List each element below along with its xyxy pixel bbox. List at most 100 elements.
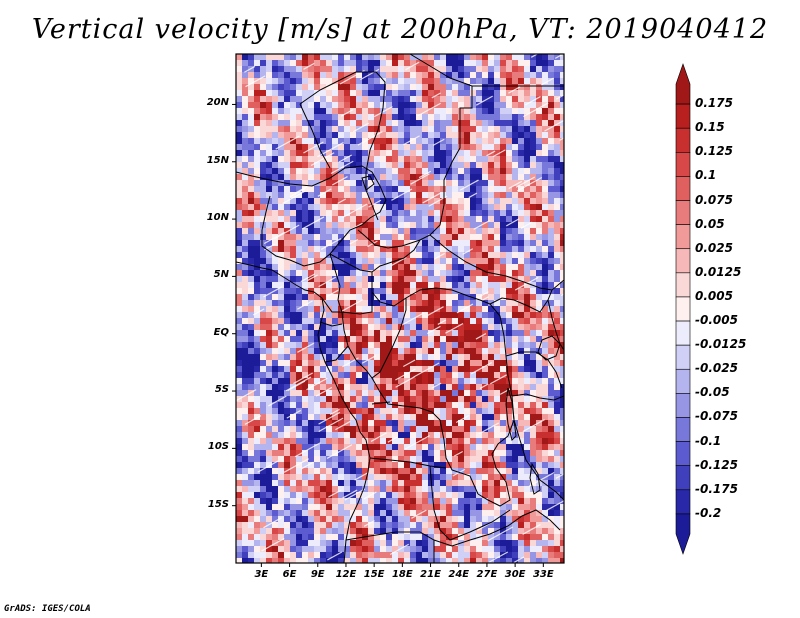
field-cell bbox=[320, 516, 326, 522]
field-cell bbox=[536, 558, 542, 563]
field-cell bbox=[254, 498, 260, 504]
field-cell bbox=[356, 138, 362, 144]
field-cell bbox=[368, 348, 374, 354]
field-cell bbox=[302, 558, 308, 563]
field-cell bbox=[332, 312, 338, 318]
field-cell bbox=[338, 180, 344, 186]
field-cell bbox=[524, 522, 530, 528]
field-cell bbox=[518, 330, 524, 336]
field-cell bbox=[428, 420, 434, 426]
field-cell bbox=[272, 546, 278, 552]
field-cell bbox=[326, 246, 332, 252]
field-cell bbox=[302, 228, 308, 234]
field-cell bbox=[374, 228, 380, 234]
field-cell bbox=[536, 198, 542, 204]
field-cell bbox=[494, 378, 500, 384]
field-cell bbox=[416, 102, 422, 108]
field-cell bbox=[236, 72, 242, 78]
field-cell bbox=[506, 204, 512, 210]
field-cell bbox=[332, 264, 338, 270]
field-cell bbox=[416, 396, 422, 402]
field-cell bbox=[392, 528, 398, 534]
field-cell bbox=[314, 138, 320, 144]
field-cell bbox=[254, 90, 260, 96]
field-cell bbox=[530, 348, 536, 354]
field-cell bbox=[290, 90, 296, 96]
field-cell bbox=[410, 480, 416, 486]
drc-south-border bbox=[371, 377, 479, 495]
field-cell bbox=[530, 432, 536, 438]
field-cell bbox=[386, 132, 392, 138]
field-cell bbox=[392, 474, 398, 480]
field-cell bbox=[476, 108, 482, 114]
field-cell bbox=[488, 414, 494, 420]
field-cell bbox=[356, 450, 362, 456]
field-cell bbox=[326, 294, 332, 300]
field-cell bbox=[392, 396, 398, 402]
field-cell bbox=[272, 168, 278, 174]
field-cell bbox=[314, 390, 320, 396]
field-cell bbox=[518, 108, 524, 114]
field-cell bbox=[278, 90, 284, 96]
field-cell bbox=[326, 348, 332, 354]
field-cell bbox=[278, 54, 284, 60]
field-cell bbox=[332, 96, 338, 102]
field-cell bbox=[548, 372, 554, 378]
field-cell bbox=[434, 408, 440, 414]
field-cell bbox=[410, 498, 416, 504]
field-cell bbox=[554, 552, 560, 558]
field-cell bbox=[392, 534, 398, 540]
field-cell bbox=[308, 96, 314, 102]
contour-streak bbox=[342, 489, 358, 499]
field-cell bbox=[374, 408, 380, 414]
field-cell bbox=[314, 546, 320, 552]
field-cell bbox=[398, 264, 404, 270]
field-cell bbox=[368, 192, 374, 198]
field-cell bbox=[302, 426, 308, 432]
contour-streak bbox=[302, 216, 325, 230]
field-cell bbox=[512, 462, 518, 468]
field-cell bbox=[560, 114, 564, 120]
field-cell bbox=[482, 246, 488, 252]
field-cell bbox=[404, 408, 410, 414]
field-cell bbox=[386, 192, 392, 198]
field-cell bbox=[404, 480, 410, 486]
field-cell bbox=[326, 120, 332, 126]
field-cell bbox=[530, 276, 536, 282]
field-cell bbox=[512, 186, 518, 192]
field-cell bbox=[368, 132, 374, 138]
field-cell bbox=[314, 282, 320, 288]
field-cell bbox=[296, 528, 302, 534]
field-cell bbox=[344, 102, 350, 108]
field-cell bbox=[362, 114, 368, 120]
field-cell bbox=[320, 534, 326, 540]
field-cell bbox=[446, 276, 452, 282]
field-cell bbox=[512, 438, 518, 444]
field-cell bbox=[236, 540, 242, 546]
field-cell bbox=[278, 348, 284, 354]
field-cell bbox=[530, 354, 536, 360]
field-cell bbox=[236, 294, 242, 300]
field-cell bbox=[332, 192, 338, 198]
field-cell bbox=[374, 450, 380, 456]
field-cell bbox=[362, 348, 368, 354]
field-cell bbox=[440, 504, 446, 510]
field-cell bbox=[314, 354, 320, 360]
field-cell bbox=[476, 522, 482, 528]
field-cell bbox=[470, 66, 476, 72]
field-cell bbox=[524, 144, 530, 150]
field-cell bbox=[506, 144, 512, 150]
field-cell bbox=[338, 324, 344, 330]
field-cell bbox=[482, 390, 488, 396]
field-cell bbox=[266, 486, 272, 492]
field-cell bbox=[320, 324, 326, 330]
field-cell bbox=[416, 228, 422, 234]
field-cell bbox=[494, 480, 500, 486]
field-cell bbox=[494, 300, 500, 306]
field-cell bbox=[266, 162, 272, 168]
contour-streak bbox=[300, 273, 316, 283]
field-cell bbox=[254, 126, 260, 132]
field-cell bbox=[368, 90, 374, 96]
field-cell bbox=[482, 432, 488, 438]
field-cell bbox=[350, 498, 356, 504]
